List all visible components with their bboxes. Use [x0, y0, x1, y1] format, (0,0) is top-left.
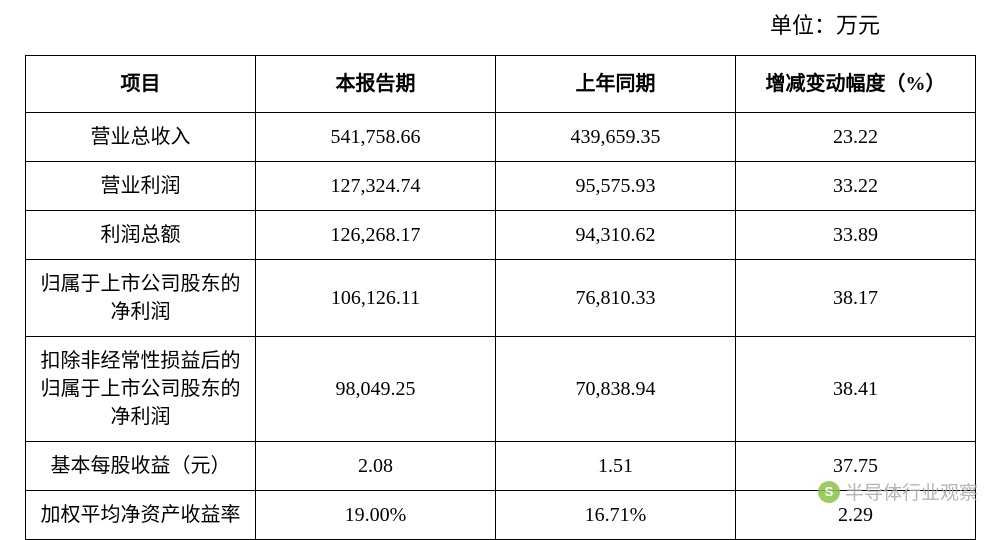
table-row: 营业总收入 541,758.66 439,659.35 23.22 [26, 113, 976, 162]
cell-prev: 76,810.33 [496, 260, 736, 337]
table-row: 归属于上市公司股东的净利润 106,126.11 76,810.33 38.17 [26, 260, 976, 337]
table-row: 营业利润 127,324.74 95,575.93 33.22 [26, 162, 976, 211]
watermark-icon: S [818, 481, 840, 503]
cell-label: 利润总额 [26, 211, 256, 260]
cell-prev: 94,310.62 [496, 211, 736, 260]
cell-prev: 439,659.35 [496, 113, 736, 162]
cell-current: 2.08 [256, 442, 496, 491]
cell-current: 541,758.66 [256, 113, 496, 162]
table-row: 利润总额 126,268.17 94,310.62 33.89 [26, 211, 976, 260]
cell-change: 23.22 [736, 113, 976, 162]
unit-label: 单位：万元 [0, 0, 1000, 40]
cell-prev: 16.71% [496, 491, 736, 540]
table-row: 扣除非经常性损益后的归属于上市公司股东的净利润 98,049.25 70,838… [26, 337, 976, 442]
cell-change: 38.41 [736, 337, 976, 442]
col-header-current: 本报告期 [256, 56, 496, 113]
cell-current: 127,324.74 [256, 162, 496, 211]
col-header-prev: 上年同期 [496, 56, 736, 113]
cell-label: 营业总收入 [26, 113, 256, 162]
cell-label: 扣除非经常性损益后的归属于上市公司股东的净利润 [26, 337, 256, 442]
cell-current: 106,126.11 [256, 260, 496, 337]
cell-change: 38.17 [736, 260, 976, 337]
cell-label: 基本每股收益（元） [26, 442, 256, 491]
watermark: S 半导体行业观察 [818, 478, 978, 505]
financial-table: 项目 本报告期 上年同期 增减变动幅度（%） 营业总收入 541,758.66 … [25, 55, 976, 540]
cell-prev: 1.51 [496, 442, 736, 491]
cell-label: 加权平均净资产收益率 [26, 491, 256, 540]
cell-change: 33.89 [736, 211, 976, 260]
cell-prev: 70,838.94 [496, 337, 736, 442]
col-header-change: 增减变动幅度（%） [736, 56, 976, 113]
cell-label: 归属于上市公司股东的净利润 [26, 260, 256, 337]
cell-prev: 95,575.93 [496, 162, 736, 211]
cell-current: 98,049.25 [256, 337, 496, 442]
cell-change: 33.22 [736, 162, 976, 211]
col-header-item: 项目 [26, 56, 256, 113]
cell-current: 19.00% [256, 491, 496, 540]
cell-label: 营业利润 [26, 162, 256, 211]
cell-current: 126,268.17 [256, 211, 496, 260]
table-header-row: 项目 本报告期 上年同期 增减变动幅度（%） [26, 56, 976, 113]
watermark-text: 半导体行业观察 [845, 478, 978, 505]
